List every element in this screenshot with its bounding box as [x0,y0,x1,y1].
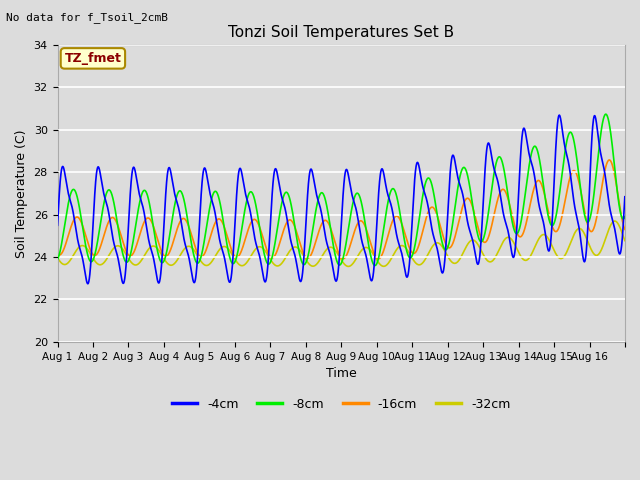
X-axis label: Time: Time [326,367,356,380]
Text: TZ_fmet: TZ_fmet [65,52,122,65]
Text: No data for f_Tsoil_2cmB: No data for f_Tsoil_2cmB [6,12,168,23]
Title: Tonzi Soil Temperatures Set B: Tonzi Soil Temperatures Set B [228,24,454,39]
Legend: -4cm, -8cm, -16cm, -32cm: -4cm, -8cm, -16cm, -32cm [167,393,515,416]
Y-axis label: Soil Temperature (C): Soil Temperature (C) [15,129,28,258]
